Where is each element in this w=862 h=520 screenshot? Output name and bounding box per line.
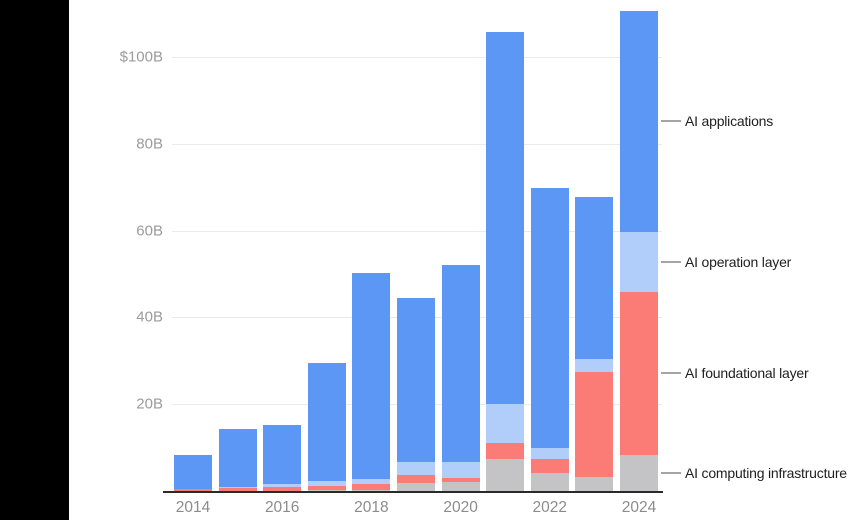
bar-2021-ai-operation-layer [486,404,525,444]
bar-2017-ai-applications [307,363,346,481]
bar-2024-ai-applications [620,10,658,232]
bar-2019-ai-applications [397,297,435,463]
annotation-label-ai-foundational-layer: AI foundational layer [685,365,809,382]
bar-2018-ai-applications [352,273,391,480]
bar-2024-ai-operation-layer [620,231,658,292]
bar-2019-ai-operation-layer [397,462,435,475]
annotation-label-ai-applications: AI applications [685,113,774,130]
bar-2023-ai-computing-infrastructure [575,476,614,491]
bar-2024-ai-computing-infrastructure [620,454,658,491]
x-axis-tick-label: 2014 [175,499,211,516]
annotation-leader-line [661,372,681,375]
x-axis-tick-label: 2020 [443,499,478,516]
bar-2016-ai-foundational-layer [263,487,302,491]
bar-2018-ai-foundational-layer [352,484,391,491]
bar-2016-ai-applications [263,425,302,485]
bar-2020-ai-applications [441,264,480,463]
x-axis-tick-label: 2024 [621,499,657,516]
left-black-strip [0,0,69,520]
bar-2020-ai-computing-infrastructure [441,481,480,491]
bar-2022-ai-foundational-layer [530,459,569,473]
bar-2023-ai-applications [575,197,614,360]
gridline-60 [172,230,662,232]
y-axis-tick-label: 20B [136,395,163,413]
y-axis-tick-label: 40B [136,308,163,326]
x-axis-tick-label: 2022 [532,499,568,516]
annotation-leader-line [661,260,681,263]
bar-2015-ai-foundational-layer [218,487,257,491]
bar-2017-ai-computing-infrastructure [307,490,346,491]
annotation-label-ai-computing-infrastructure: AI computing infrastructure [685,464,847,481]
bar-2016-ai-operation-layer [263,484,302,488]
bar-2018-ai-computing-infrastructure [352,490,391,491]
x-axis-tick-label: 2018 [354,499,389,516]
bar-2023-ai-foundational-layer [575,371,614,477]
annotation-label-ai-operation-layer: AI operation layer [685,253,792,270]
bar-2019-ai-foundational-layer [397,474,435,484]
bar-2021-ai-applications [486,31,525,405]
y-axis-tick-label: $100B [119,48,163,66]
bar-2022-ai-operation-layer [530,448,569,460]
bar-2024-ai-foundational-layer [620,291,658,455]
y-axis-tick-label: 60B [136,222,163,240]
gridline-80 [172,143,662,145]
bar-2017-ai-operation-layer [307,480,346,486]
bar-2018-ai-operation-layer [352,479,391,485]
gridline-100 [172,57,662,58]
bar-2021-ai-foundational-layer [486,443,525,460]
bar-2015-ai-applications [218,429,257,488]
bar-2023-ai-operation-layer [575,359,614,372]
bar-2014-ai-applications [174,454,212,489]
bar-2017-ai-foundational-layer [307,485,346,491]
bar-2019-ai-computing-infrastructure [397,483,435,491]
bar-2020-ai-foundational-layer [441,477,480,482]
bar-2022-ai-applications [530,188,569,449]
annotation-leader-line [661,120,681,123]
bar-2021-ai-computing-infrastructure [486,459,525,491]
y-axis-tick-label: 80B [136,135,163,153]
bar-2020-ai-operation-layer [441,462,480,478]
x-axis-tick-label: 2016 [264,499,300,516]
bar-2014-ai-foundational-layer [174,488,212,491]
bar-2022-ai-computing-infrastructure [530,472,569,491]
x-axis-line [163,491,663,493]
annotation-leader-line [661,471,681,474]
